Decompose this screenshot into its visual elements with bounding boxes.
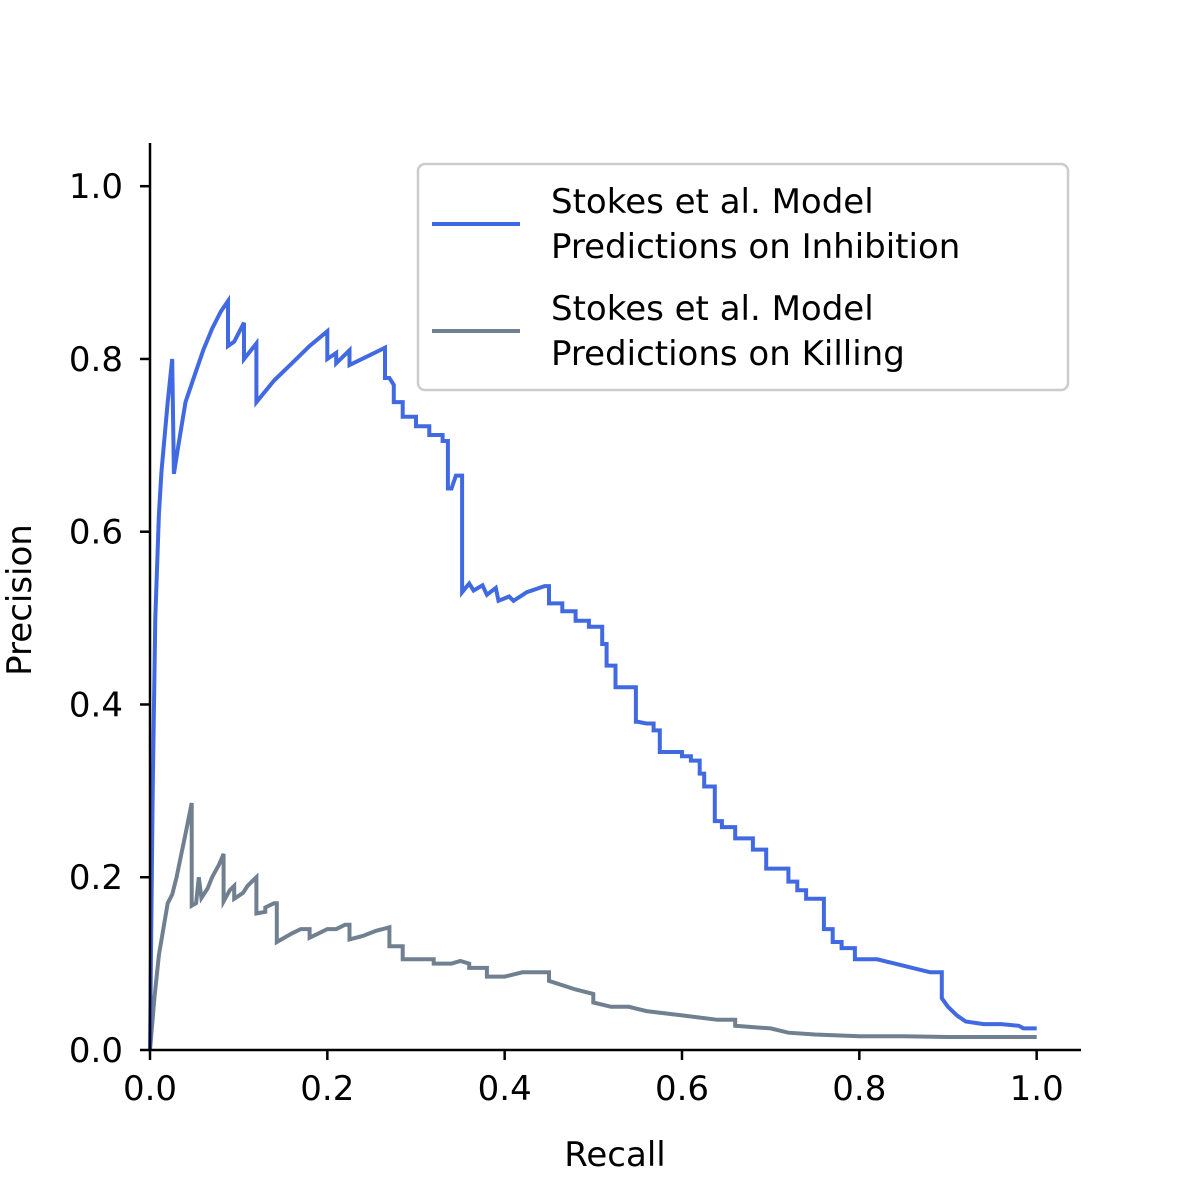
legend-label-inhibition-line2: Predictions on Inhibition	[551, 227, 960, 267]
y-tick-label: 0.8	[69, 340, 123, 380]
x-tick-label: 0.4	[478, 1069, 532, 1109]
legend-label-killing-line2: Predictions on Killing	[551, 334, 905, 374]
x-tick-label: 0.0	[123, 1069, 177, 1109]
y-axis-label: Precision	[0, 524, 40, 676]
x-tick-label: 0.6	[655, 1069, 709, 1109]
plot-area	[148, 294, 1037, 1051]
series-line-inhibition	[148, 294, 1037, 1051]
y-axis-ticks: 0.0 0.2 0.4 0.6 0.8 1.0	[69, 167, 150, 1071]
y-tick-label: 0.4	[69, 685, 123, 725]
y-tick-label: 0.6	[69, 513, 123, 553]
legend-label-inhibition-line1: Stokes et al. Model	[551, 182, 874, 222]
x-tick-label: 0.2	[300, 1069, 354, 1109]
legend: Stokes et al. Model Predictions on Inhib…	[416, 162, 1070, 392]
x-axis-ticks: 0.0 0.2 0.4 0.6 0.8 1.0	[123, 1050, 1064, 1109]
legend-frame	[416, 162, 1070, 392]
series-line-killing	[148, 802, 1037, 1051]
y-tick-label: 0.0	[69, 1031, 123, 1071]
y-tick-label: 1.0	[69, 167, 123, 207]
x-tick-label: 0.8	[832, 1069, 886, 1109]
x-axis-label: Recall	[564, 1135, 665, 1175]
legend-label-killing-line1: Stokes et al. Model	[551, 289, 874, 329]
y-tick-label: 0.2	[69, 858, 123, 898]
x-tick-label: 1.0	[1010, 1069, 1064, 1109]
